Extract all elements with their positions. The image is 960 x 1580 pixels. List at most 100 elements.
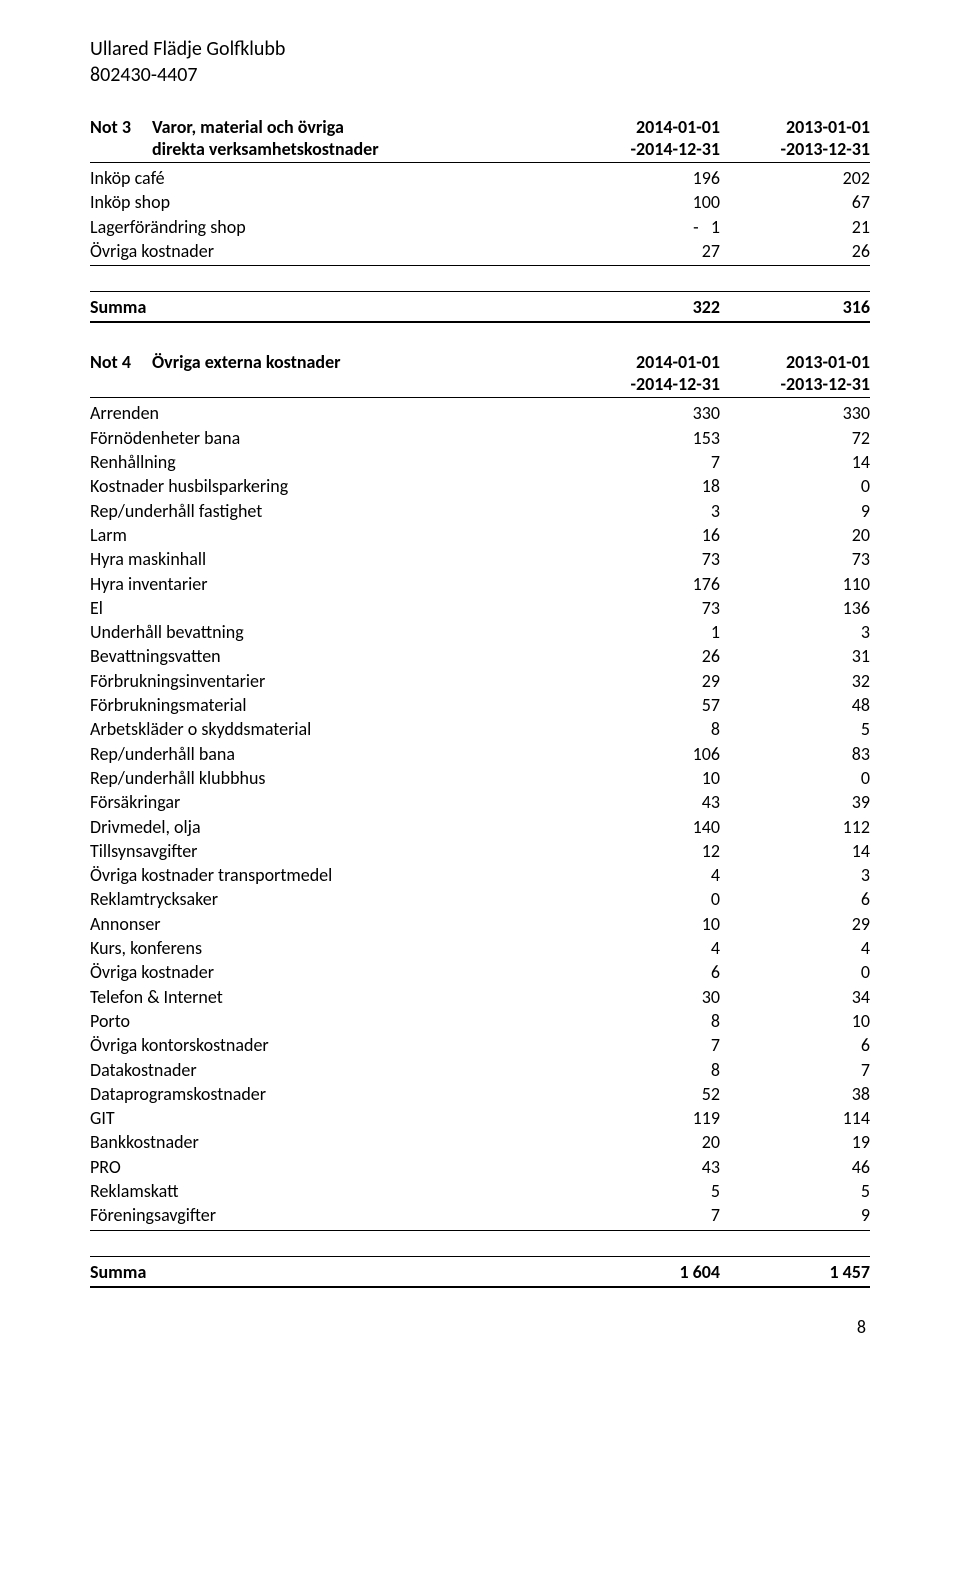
table-row: Hyra maskinhall7373: [90, 547, 870, 571]
row-value-1: 0: [570, 887, 720, 911]
row-value-2: 31: [720, 644, 870, 668]
note-4-section: Not 4 Övriga externa kostnader 2014-01-0…: [90, 351, 870, 1287]
row-value-1: 6: [570, 960, 720, 984]
note-4-period2a: 2013-01-01: [720, 351, 870, 373]
row-value-1: 26: [570, 644, 720, 668]
row-value-2: 73: [720, 547, 870, 571]
table-row: Inköp café196202: [90, 166, 870, 190]
row-value-2: 112: [720, 815, 870, 839]
note-4-period1b: -2014-12-31: [570, 373, 720, 395]
divider-thick: [90, 1286, 870, 1288]
row-label: Reklamskatt: [90, 1179, 570, 1203]
table-row: GIT119114: [90, 1106, 870, 1130]
note-4-title: Övriga externa kostnader: [152, 351, 570, 373]
sum-c1: 322: [570, 295, 720, 319]
row-label: Förbrukningsmaterial: [90, 693, 570, 717]
row-value-2: 9: [720, 1203, 870, 1227]
spacer: [90, 138, 152, 160]
divider: [90, 291, 870, 292]
row-label: Telefon & Internet: [90, 985, 570, 1009]
table-row: Renhållning714: [90, 450, 870, 474]
divider: [90, 162, 870, 163]
table-row: Kurs, konferens44: [90, 936, 870, 960]
note-3-number: Not 3: [90, 116, 152, 138]
table-row: Lagerförändring shop- 121: [90, 215, 870, 239]
row-value-2: 5: [720, 717, 870, 741]
row-value-2: 83: [720, 742, 870, 766]
divider-thick: [90, 321, 870, 323]
row-value-1: 57: [570, 693, 720, 717]
row-label: Hyra maskinhall: [90, 547, 570, 571]
row-value-1: 27: [570, 239, 720, 263]
row-label: PRO: [90, 1155, 570, 1179]
table-row: Annonser1029: [90, 912, 870, 936]
sum-c1: 1 604: [570, 1260, 720, 1284]
row-value-1: 10: [570, 912, 720, 936]
row-label: Larm: [90, 523, 570, 547]
sum-label: Summa: [90, 295, 570, 319]
table-row: Rep/underhåll klubbhus100: [90, 766, 870, 790]
divider: [90, 265, 870, 266]
row-value-2: 6: [720, 1033, 870, 1057]
row-value-2: 39: [720, 790, 870, 814]
row-value-1: 12: [570, 839, 720, 863]
row-value-1: 7: [570, 1203, 720, 1227]
row-value-2: 21: [720, 215, 870, 239]
row-value-2: 72: [720, 426, 870, 450]
row-value-2: 0: [720, 766, 870, 790]
row-label: Hyra inventarier: [90, 572, 570, 596]
note-4-period1a: 2014-01-01: [570, 351, 720, 373]
note-4-sum-row: Summa 1 604 1 457: [90, 1260, 870, 1284]
divider: [90, 1230, 870, 1231]
row-value-2: 5: [720, 1179, 870, 1203]
table-row: Reklamtrycksaker06: [90, 887, 870, 911]
note-3-period1a: 2014-01-01: [570, 116, 720, 138]
row-value-1: 3: [570, 499, 720, 523]
note-4-header-line2: -2014-12-31 -2013-12-31: [90, 373, 870, 395]
row-value-1: 7: [570, 1033, 720, 1057]
row-value-1: 7: [570, 450, 720, 474]
table-row: Inköp shop10067: [90, 190, 870, 214]
org-name: Ullared Flädje Golfklubb: [90, 36, 870, 62]
table-row: Bankkostnader2019: [90, 1130, 870, 1154]
row-value-2: 67: [720, 190, 870, 214]
table-row: Övriga kontorskostnader76: [90, 1033, 870, 1057]
spacer: [152, 373, 570, 395]
table-row: Förbrukningsinventarier2932: [90, 669, 870, 693]
row-value-2: 10: [720, 1009, 870, 1033]
note-3-title: Varor, material och övriga: [152, 116, 570, 138]
row-label: Försäkringar: [90, 790, 570, 814]
sum-c2: 1 457: [720, 1260, 870, 1284]
sum-label: Summa: [90, 1260, 570, 1284]
row-value-1: 1: [570, 620, 720, 644]
row-value-2: 14: [720, 839, 870, 863]
table-row: Rep/underhåll fastighet39: [90, 499, 870, 523]
row-value-1: 43: [570, 1155, 720, 1179]
row-label: Föreningsavgifter: [90, 1203, 570, 1227]
note-3-sum-row: Summa 322 316: [90, 295, 870, 319]
row-value-2: 38: [720, 1082, 870, 1106]
row-label: Renhållning: [90, 450, 570, 474]
row-value-2: 20: [720, 523, 870, 547]
table-row: Telefon & Internet3034: [90, 985, 870, 1009]
table-row: Förbrukningsmaterial5748: [90, 693, 870, 717]
sum-c2: 316: [720, 295, 870, 319]
note-3-period2a: 2013-01-01: [720, 116, 870, 138]
table-row: Arrenden330330: [90, 401, 870, 425]
row-label: Inköp café: [90, 166, 570, 190]
table-row: Larm1620: [90, 523, 870, 547]
note-4-period2b: -2013-12-31: [720, 373, 870, 395]
row-value-2: 26: [720, 239, 870, 263]
row-label: Rep/underhåll bana: [90, 742, 570, 766]
row-value-1: 20: [570, 1130, 720, 1154]
row-value-2: 330: [720, 401, 870, 425]
row-value-2: 0: [720, 474, 870, 498]
table-row: Arbetskläder o skyddsmaterial85: [90, 717, 870, 741]
row-label: Övriga kostnader transportmedel: [90, 863, 570, 887]
note-3-section: Not 3 Varor, material och övriga 2014-01…: [90, 116, 870, 323]
table-row: Föreningsavgifter79: [90, 1203, 870, 1227]
row-value-1: 140: [570, 815, 720, 839]
row-label: Tillsynsavgifter: [90, 839, 570, 863]
org-number: 802430-4407: [90, 62, 870, 88]
row-label: Kurs, konferens: [90, 936, 570, 960]
